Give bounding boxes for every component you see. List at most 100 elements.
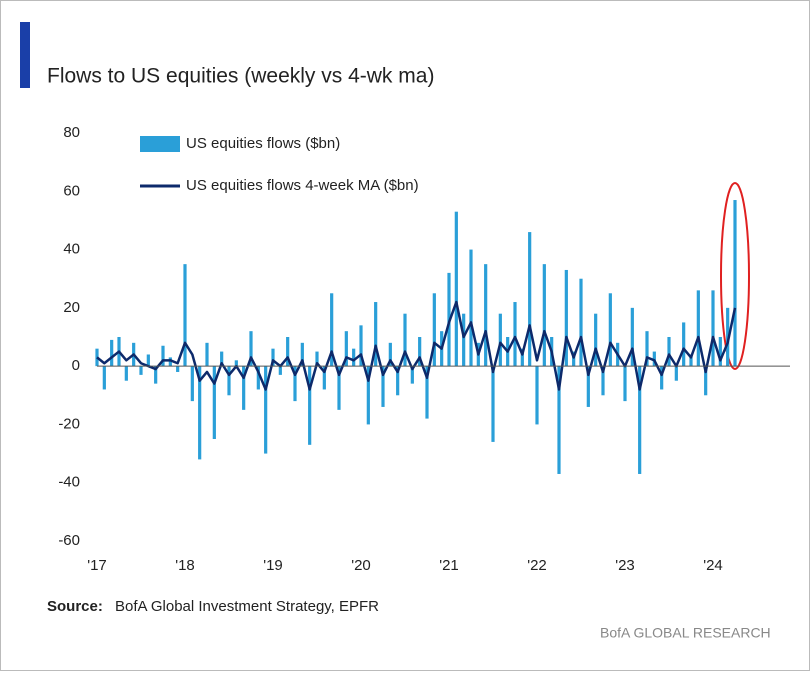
bar	[623, 366, 627, 402]
bar	[498, 313, 502, 367]
bar	[469, 249, 473, 367]
bar	[286, 337, 290, 367]
bar	[344, 331, 348, 367]
bar	[630, 307, 634, 367]
bar	[168, 357, 172, 367]
y-tick-label: 60	[63, 182, 80, 199]
x-tick-label: '21	[439, 557, 459, 574]
bar	[220, 351, 224, 367]
x-tick-label: '20	[351, 557, 371, 574]
bar	[271, 348, 275, 367]
bar	[308, 366, 312, 445]
bar	[242, 366, 246, 410]
ma-line	[96, 300, 737, 391]
bar	[682, 322, 686, 367]
bar	[638, 366, 642, 474]
bar	[704, 366, 708, 396]
bar	[528, 232, 532, 367]
bar	[256, 366, 260, 390]
bar	[696, 290, 700, 367]
bar	[652, 351, 656, 367]
highlight-ellipse	[720, 182, 750, 370]
bar	[418, 337, 422, 367]
y-tick-label: 20	[63, 299, 80, 316]
bar	[396, 366, 400, 396]
bar	[594, 313, 598, 367]
bar	[403, 313, 407, 367]
bar	[234, 360, 238, 367]
bar	[300, 342, 304, 367]
bar	[586, 366, 590, 407]
bar	[564, 269, 568, 367]
bar	[557, 366, 561, 474]
bar	[388, 342, 392, 367]
bar	[322, 366, 326, 390]
bar	[190, 366, 194, 402]
x-tick-label: '24	[703, 557, 723, 574]
bar	[352, 348, 356, 367]
bar	[374, 302, 378, 367]
bar	[491, 366, 495, 442]
legend-swatch	[140, 136, 180, 152]
bar	[102, 366, 106, 390]
bar	[674, 366, 678, 381]
bar	[733, 200, 737, 367]
watermark: BofA GLOBAL RESEARCH	[600, 625, 771, 641]
source: BofA Global Investment Strategy, EPFR	[115, 598, 379, 615]
bar	[484, 264, 488, 367]
y-tick-label: 80	[63, 124, 80, 141]
bar	[608, 293, 612, 367]
y-tick-label: -40	[58, 474, 80, 491]
bar	[462, 313, 466, 367]
bar	[572, 351, 576, 367]
bar	[689, 354, 693, 367]
x-tick-label: '18	[175, 557, 195, 574]
bar	[667, 337, 671, 367]
y-tick-label: 0	[72, 357, 80, 374]
bar	[249, 331, 253, 367]
bar	[579, 278, 583, 367]
bar	[535, 366, 539, 425]
bar	[718, 337, 722, 367]
bar	[264, 366, 268, 454]
bar	[139, 366, 143, 375]
y-tick-label: -20	[58, 415, 80, 432]
bar	[110, 339, 114, 367]
bar	[645, 331, 649, 367]
bar	[520, 348, 524, 367]
bar	[513, 302, 517, 367]
bar	[227, 366, 231, 396]
bar	[183, 264, 187, 367]
title-accent	[20, 22, 30, 88]
bar	[425, 366, 429, 419]
bar	[542, 264, 546, 367]
bar	[366, 366, 370, 425]
x-tick-label: '22	[527, 557, 547, 574]
legend-label: US equities flows ($bn)	[186, 135, 340, 152]
chart-title: Flows to US equities (weekly vs 4-wk ma)	[47, 65, 434, 88]
bar	[711, 290, 715, 367]
bar	[278, 366, 282, 375]
bar	[146, 354, 150, 367]
bar	[154, 366, 158, 384]
y-tick-label: 40	[63, 241, 80, 258]
x-tick-label: '19	[263, 557, 283, 574]
bar	[124, 366, 128, 381]
legend-label: US equities flows 4-week MA ($bn)	[186, 177, 419, 194]
y-tick-label: -60	[58, 532, 80, 549]
bar	[601, 366, 605, 396]
bar	[315, 351, 319, 367]
bar	[330, 293, 334, 367]
bar	[293, 366, 297, 402]
bar	[205, 342, 209, 367]
source-label: Source:	[47, 598, 103, 615]
bar	[381, 366, 385, 407]
x-tick-label: '17	[87, 557, 107, 574]
bar	[359, 325, 363, 367]
bar	[432, 293, 436, 367]
x-tick-label: '23	[615, 557, 635, 574]
bar	[212, 366, 216, 439]
bar	[410, 366, 414, 384]
bar	[660, 366, 664, 390]
